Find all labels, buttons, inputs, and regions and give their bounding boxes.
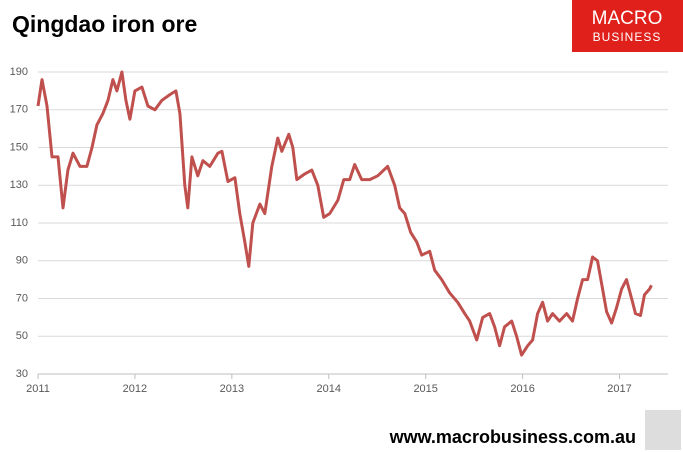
x-tick-label: 2017 [607,383,631,395]
brand-box [572,0,683,52]
y-tick-label: 170 [10,104,28,116]
chart-title: Qingdao iron ore [12,11,197,37]
x-tick-label: 2015 [413,383,437,395]
y-tick-label: 70 [16,292,28,304]
x-tick-label: 2014 [317,383,341,395]
y-tick-label: 90 [16,255,28,267]
x-tick-label: 2013 [220,383,244,395]
y-tick-label: 190 [10,66,28,78]
footer: www.macrobusiness.com.au [389,427,636,447]
y-tick-label: 110 [10,217,28,229]
brand-word: BUSINESS [593,30,662,44]
y-tick-label: 50 [16,330,28,342]
x-tick-label: 2012 [123,383,147,395]
series-line [36,70,653,357]
brand-word: MACRO [592,8,663,29]
y-tick-label: 130 [10,179,28,191]
y-tick-label: 150 [10,141,28,153]
logo-icon [645,410,681,450]
x-tick-label: 2016 [510,383,534,395]
x-tick-label: 2011 [26,383,50,395]
y-tick-label: 30 [16,368,28,380]
